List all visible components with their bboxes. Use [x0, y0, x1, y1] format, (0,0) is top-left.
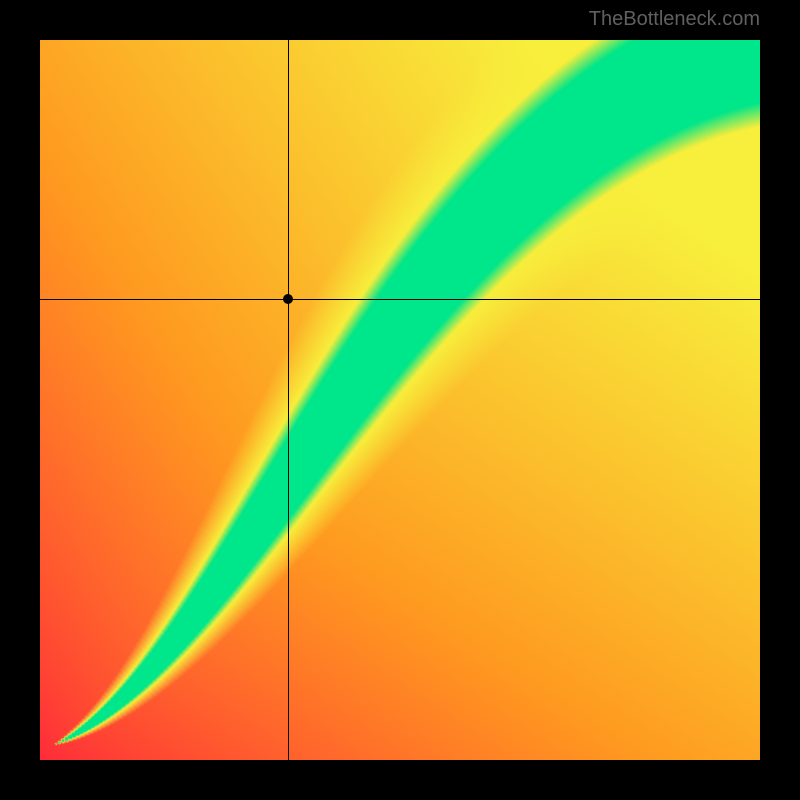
heatmap-canvas [40, 40, 760, 760]
watermark-label: TheBottleneck.com [589, 8, 760, 31]
selection-marker [283, 294, 293, 304]
bottleneck-heatmap-plot [40, 40, 760, 760]
crosshair-horizontal [40, 299, 760, 300]
crosshair-vertical [288, 40, 289, 760]
